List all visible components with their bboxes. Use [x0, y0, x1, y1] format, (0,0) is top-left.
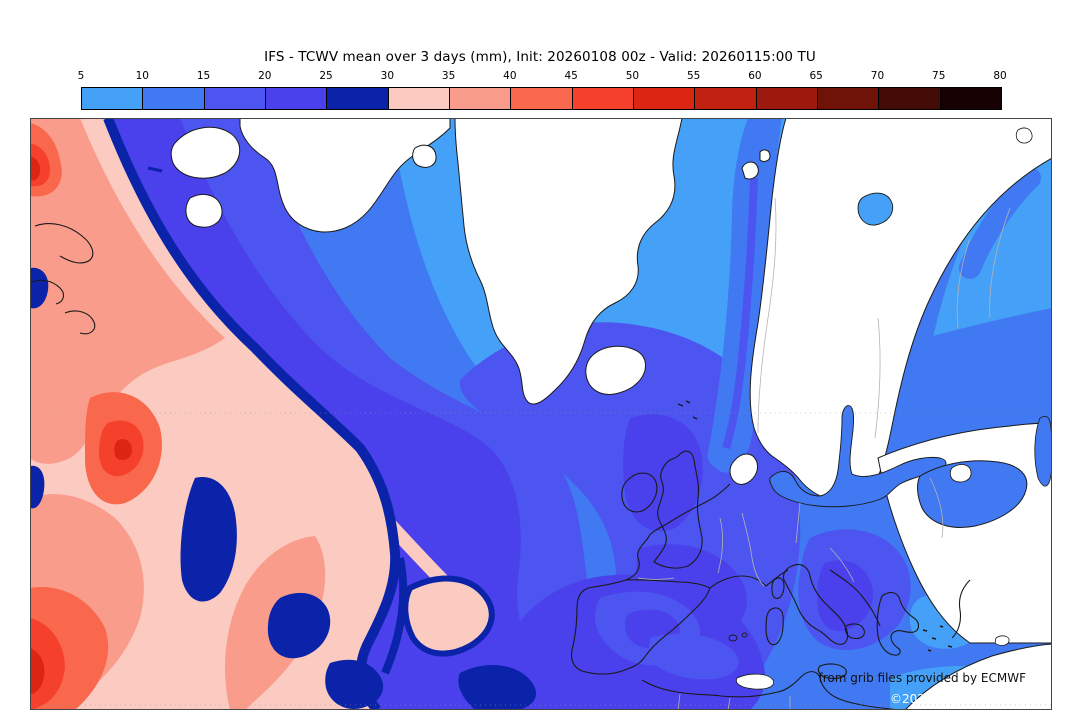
- colorbar: 5 10 15 20 25 30 35 40 45 50 55 60 65 70 75 80: [77, 70, 1007, 112]
- greenland-landmass: [454, 118, 683, 405]
- colorbar-tick-label: 30: [380, 70, 395, 82]
- chott-patch: [735, 673, 775, 690]
- colorbar-tick-label: 15: [196, 70, 211, 82]
- arctic-island: [412, 144, 437, 168]
- colorbar-tick-label: 65: [809, 70, 823, 82]
- country-borders: [637, 197, 1011, 710]
- colorbar-tick-label: 10: [135, 70, 149, 82]
- adriatic-coast: [829, 569, 881, 627]
- map-frame: [30, 118, 1052, 710]
- arctic-russia-island: [1015, 127, 1033, 144]
- colorbar-segment: [755, 88, 817, 109]
- colorbar-tick-label: 40: [503, 70, 517, 82]
- colorbar-segment: [816, 88, 879, 109]
- great-britain-outline: [653, 450, 703, 569]
- map-plot: from grib files provided by ECMWF ©2026 …: [30, 118, 1052, 710]
- colorbar-tick-label: 70: [870, 70, 885, 82]
- iberia-outline: [570, 579, 711, 675]
- continental-coastline: [625, 483, 731, 581]
- white-sea: [857, 192, 894, 226]
- north-africa-landmass: [904, 643, 1052, 710]
- iceland-landmass: [585, 345, 646, 395]
- colorbar-segment: [326, 88, 388, 109]
- aegean-islands: [922, 625, 953, 652]
- colorbar-segment: [82, 88, 143, 109]
- black-sea: [917, 460, 1028, 528]
- colorbar-tick-label: 50: [625, 70, 640, 82]
- colorbar-segment: [448, 88, 511, 109]
- colorbar-tick-label: 35: [441, 70, 456, 82]
- navy-contours: [30, 118, 537, 710]
- shetland-islands: [692, 416, 698, 420]
- arctic-island: [185, 194, 223, 228]
- page-title: IFS - TCWV mean over 3 days (mm), Init: …: [264, 49, 816, 65]
- graticule: [30, 412, 1052, 706]
- caspian-sea: [1034, 416, 1052, 487]
- gulf-st-lawrence-coast: [30, 279, 96, 335]
- baltic-sea: [769, 405, 947, 508]
- italy-outline: [782, 563, 865, 645]
- greece-outline: [876, 591, 920, 656]
- colorbar-segment: [878, 88, 940, 109]
- colorbar-tick-label: 25: [319, 70, 333, 82]
- crimea-peninsula: [949, 464, 972, 483]
- sardinia-outline: [765, 607, 784, 646]
- colorbar-bar: [81, 87, 1002, 110]
- colorbar-segment: [632, 88, 695, 109]
- colorbar-labels: 5 10 15 20 25 30 35 40 45 50 55 60 65 70 75 80: [77, 70, 1007, 84]
- colorbar-tick-label: 75: [932, 70, 946, 82]
- colorbar-tick-label: 55: [686, 70, 701, 82]
- balearic-islands: [728, 632, 748, 642]
- colorbar-segment: [203, 88, 265, 109]
- colorbar-segment: [571, 88, 633, 109]
- colorbar-tick-label: 5: [77, 70, 85, 82]
- inland-seas: [769, 192, 1052, 528]
- colorbar-tick-label: 20: [258, 70, 272, 82]
- cyprus-island: [994, 635, 1010, 646]
- colorbar-segment: [510, 88, 572, 109]
- faroe-islands: [677, 400, 691, 407]
- colorbar-segment: [939, 88, 1001, 109]
- svalbard-islands: [741, 149, 771, 180]
- north-africa-coast: [641, 671, 901, 710]
- colorbar-segment: [387, 88, 449, 109]
- baffin-island: [239, 118, 451, 233]
- colorbar-segment: [264, 88, 327, 109]
- colorbar-tick-label: 80: [993, 70, 1007, 82]
- west-turkey-coast: [951, 579, 971, 639]
- warm-region: [30, 118, 495, 710]
- colorbar-tick-label: 45: [564, 70, 578, 82]
- colorbar-tick-label: 60: [748, 70, 762, 82]
- colorbar-segment: [694, 88, 756, 109]
- credit-source: from grib files provided by ECMWF: [818, 671, 1026, 685]
- labrador-coast: [34, 223, 94, 264]
- coastlines: [30, 223, 971, 710]
- denmark-landmass: [729, 453, 759, 485]
- arctic-island: [170, 126, 240, 179]
- scandinavia-russia-landmass: [749, 118, 1052, 503]
- colorbar-segment: [142, 88, 204, 109]
- map-credits: from grib files provided by ECMWF ©2026 …: [818, 671, 1026, 706]
- ireland-outline: [621, 472, 658, 513]
- credit-copyright: ©2026 sb@irizone.net: [890, 692, 1026, 706]
- corsica-outline: [771, 577, 785, 599]
- gulf-of-lion-coast: [709, 569, 789, 589]
- sicily-outline: [817, 663, 847, 680]
